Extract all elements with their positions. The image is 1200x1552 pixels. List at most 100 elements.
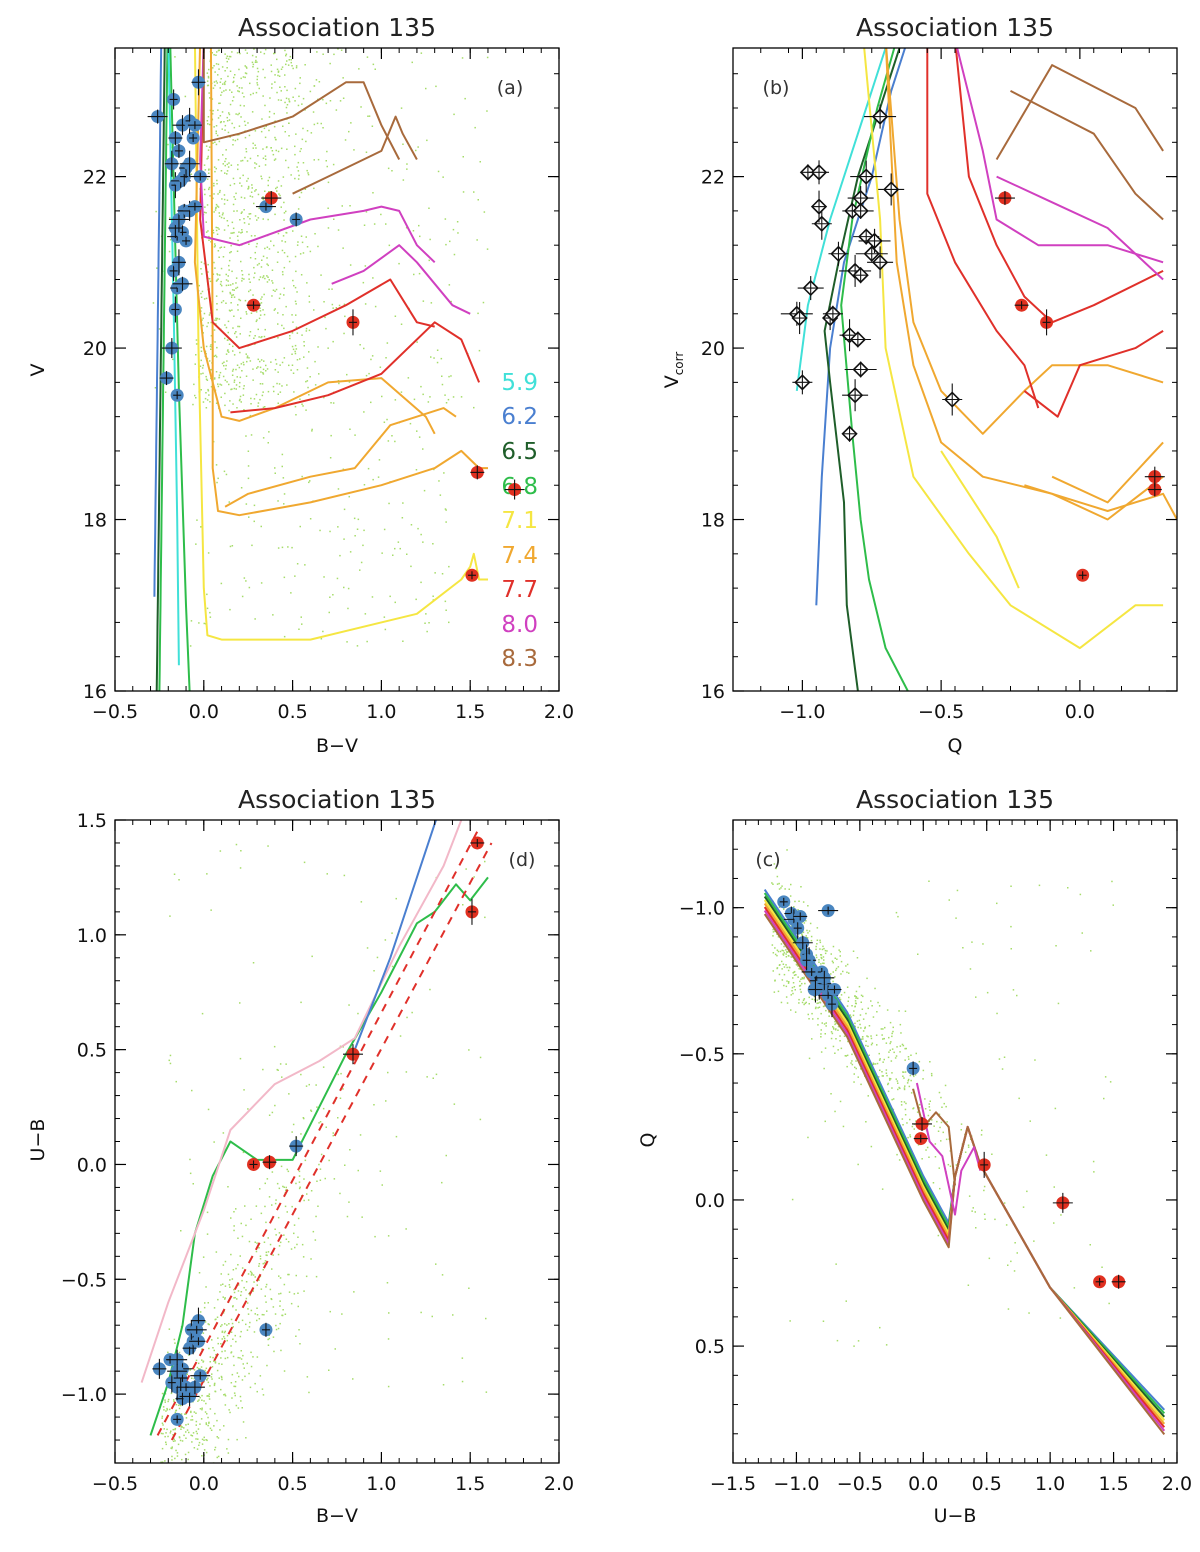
field-star <box>785 985 788 988</box>
field-star <box>237 1237 239 1239</box>
field-star <box>265 364 267 367</box>
field-star <box>865 1121 867 1123</box>
field-star <box>164 1401 166 1403</box>
field-star <box>237 113 239 116</box>
field-star <box>462 191 465 193</box>
field-star <box>243 120 246 123</box>
field-star <box>406 168 408 170</box>
field-star <box>214 1362 217 1364</box>
field-star <box>245 1297 248 1300</box>
field-star <box>834 1052 836 1054</box>
field-star <box>174 1440 176 1442</box>
field-star <box>276 91 278 94</box>
field-star <box>272 1254 274 1256</box>
field-star <box>268 431 270 433</box>
field-star <box>273 390 275 393</box>
star-diamond <box>871 104 889 129</box>
field-star <box>838 997 841 999</box>
field-star <box>217 1455 220 1458</box>
field-star <box>834 1110 836 1113</box>
field-star <box>225 302 227 304</box>
field-star <box>248 334 251 337</box>
field-star <box>949 1165 952 1167</box>
field-star <box>897 1082 899 1084</box>
x-tick-label: 1.0 <box>1035 1473 1065 1495</box>
field-star <box>252 962 255 964</box>
field-star <box>256 264 259 266</box>
field-star <box>256 75 259 78</box>
field-star <box>225 158 227 160</box>
field-star <box>230 388 232 391</box>
field-star <box>846 971 848 974</box>
field-star <box>221 1473 223 1475</box>
star-diamond <box>809 160 830 185</box>
plot-frame <box>114 47 560 692</box>
field-star <box>227 331 229 334</box>
field-star <box>279 1300 281 1302</box>
field-star <box>299 1343 301 1345</box>
field-star <box>215 132 217 135</box>
field-star <box>250 1365 253 1368</box>
field-star <box>172 358 174 361</box>
field-star <box>167 143 169 146</box>
field-star <box>211 1366 214 1368</box>
field-star <box>832 1026 834 1028</box>
field-star <box>259 366 262 369</box>
field-star <box>232 327 234 329</box>
field-star <box>238 325 241 328</box>
field-star <box>852 950 855 952</box>
field-star <box>283 1283 286 1286</box>
field-star <box>192 1511 194 1513</box>
field-star <box>265 1286 267 1288</box>
field-star <box>265 1254 267 1256</box>
field-star <box>305 380 307 383</box>
field-star <box>213 1141 215 1143</box>
field-star <box>271 83 273 85</box>
field-star <box>256 1284 258 1286</box>
field-star <box>205 1423 208 1426</box>
field-star <box>229 237 231 239</box>
field-star <box>298 95 300 98</box>
field-star <box>316 122 319 125</box>
field-star <box>859 1014 862 1016</box>
field-star <box>247 450 250 452</box>
field-star <box>991 1153 993 1155</box>
field-star <box>237 309 239 311</box>
field-star <box>317 158 320 161</box>
field-star <box>233 196 235 198</box>
field-star <box>442 176 444 178</box>
field-star <box>327 227 330 229</box>
field-star <box>426 630 428 633</box>
plot-frame <box>732 819 1178 1464</box>
field-star <box>301 103 303 105</box>
field-star <box>774 979 776 981</box>
field-star <box>791 986 794 989</box>
field-star <box>283 503 285 505</box>
field-star <box>387 1385 390 1388</box>
field-star <box>224 1298 226 1300</box>
field-star <box>208 92 210 94</box>
field-star <box>391 965 394 968</box>
field-star <box>235 282 237 284</box>
field-star <box>196 1432 198 1435</box>
field-star <box>220 1375 223 1378</box>
field-star <box>435 1263 437 1265</box>
field-star <box>789 1320 791 1322</box>
field-star <box>939 1187 941 1190</box>
field-star <box>172 1487 174 1489</box>
field-star <box>272 282 274 284</box>
field-star <box>217 193 219 195</box>
field-star <box>886 1009 889 1011</box>
field-star <box>374 1235 376 1238</box>
field-star <box>267 442 269 444</box>
age-label: 7.4 <box>501 543 538 569</box>
field-star <box>922 1078 924 1080</box>
field-star <box>296 166 298 168</box>
field-star <box>232 81 234 84</box>
field-star <box>259 310 262 312</box>
field-star <box>223 194 226 196</box>
field-star <box>169 1054 172 1057</box>
field-star <box>896 1153 898 1156</box>
field-star <box>248 357 250 359</box>
field-star <box>267 1237 269 1239</box>
